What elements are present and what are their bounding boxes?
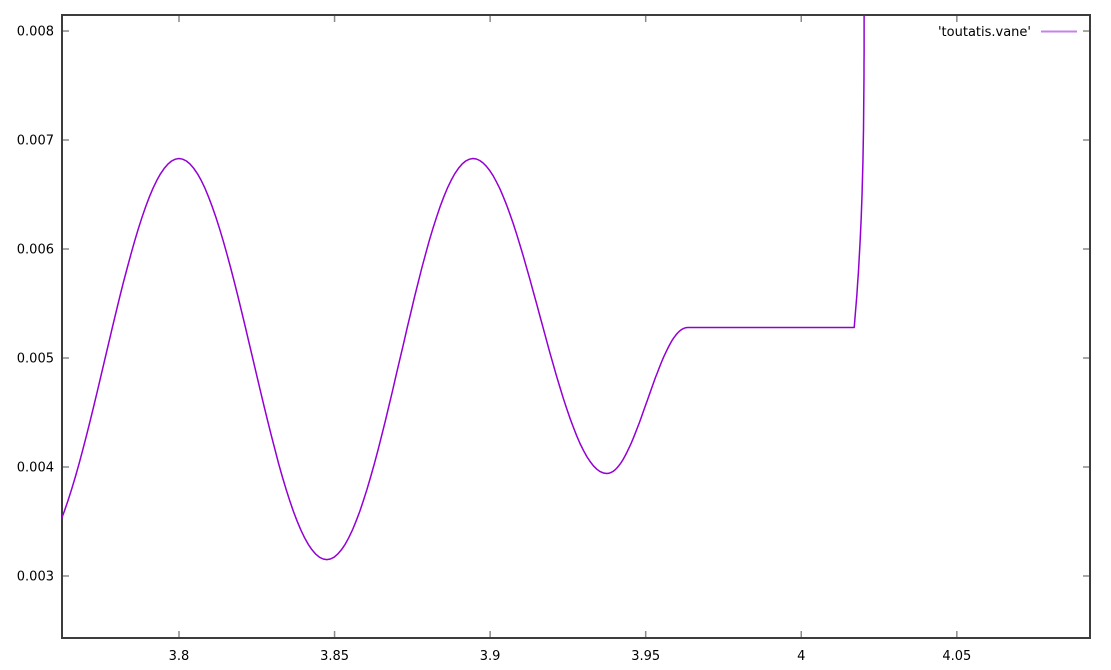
x-tick-label: 3.8 xyxy=(169,649,190,664)
legend-label: 'toutatis.vane' xyxy=(938,25,1031,40)
y-tick-label: 0.003 xyxy=(17,569,54,584)
axis-tick-marks xyxy=(62,15,1090,638)
y-tick-label: 0.008 xyxy=(17,25,54,40)
x-tick-label: 4 xyxy=(797,649,805,664)
legend: 'toutatis.vane' xyxy=(938,25,1077,40)
data-series-layer xyxy=(62,15,865,561)
x-tick-label: 3.85 xyxy=(320,649,349,664)
y-tick-label: 0.007 xyxy=(17,134,54,149)
x-tick-label: 4.05 xyxy=(942,649,971,664)
series-line-toutatis-vane xyxy=(62,15,865,561)
y-tick-label: 0.005 xyxy=(17,351,54,366)
plot-border xyxy=(61,14,1091,639)
y-tick-label: 0.006 xyxy=(17,243,54,258)
y-tick-label: 0.004 xyxy=(17,460,54,475)
x-tick-label: 3.9 xyxy=(480,649,501,664)
x-tick-label: 3.95 xyxy=(631,649,660,664)
axis-tick-labels: 3.8 3.85 3.9 3.95 4 4.05 0.003 0.004 0.005 0.006 0… xyxy=(17,25,972,664)
